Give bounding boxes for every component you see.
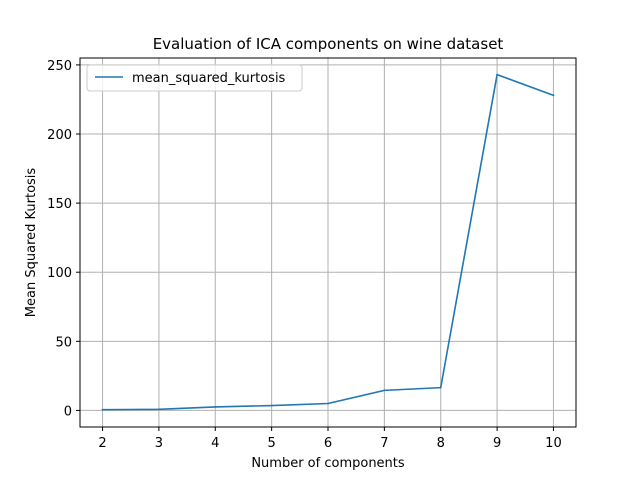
x-tick-label: 3 — [155, 436, 163, 451]
series-layer — [101, 73, 555, 411]
legend-label: mean_squared_kurtosis — [132, 71, 286, 86]
y-tick-label: 200 — [47, 128, 72, 143]
x-tick-label: 2 — [98, 436, 106, 451]
x-tick-label: 5 — [267, 436, 275, 451]
x-tick-label: 7 — [380, 436, 388, 451]
y-tick-label: 100 — [47, 266, 72, 281]
x-tick-label: 8 — [437, 436, 445, 451]
data-point — [270, 404, 273, 407]
data-point — [496, 73, 498, 76]
x-tick-label: 10 — [545, 436, 562, 451]
data-point — [158, 408, 160, 411]
legend: mean_squared_kurtosis — [86, 64, 303, 92]
y-tick-label: 0 — [64, 404, 72, 419]
x-tick-label: 6 — [324, 436, 332, 451]
data-point — [552, 94, 555, 97]
data-point — [439, 386, 442, 389]
data-point — [383, 389, 386, 392]
y-tick-label: 150 — [47, 197, 72, 212]
data-point — [327, 402, 329, 405]
grid-layer — [80, 58, 576, 427]
x-axis-label: Number of components — [251, 456, 405, 471]
y-tick-label: 250 — [47, 59, 72, 74]
x-tick-label: 9 — [493, 436, 501, 451]
x-tick-label: 4 — [211, 436, 219, 451]
legend-box — [86, 64, 303, 92]
y-axis-label: Mean Squared Kurtosis — [24, 168, 39, 318]
data-point — [214, 406, 217, 408]
y-tick-label: 50 — [55, 335, 72, 350]
chart-title: Evaluation of ICA components on wine dat… — [153, 35, 504, 53]
data-point — [101, 408, 104, 411]
